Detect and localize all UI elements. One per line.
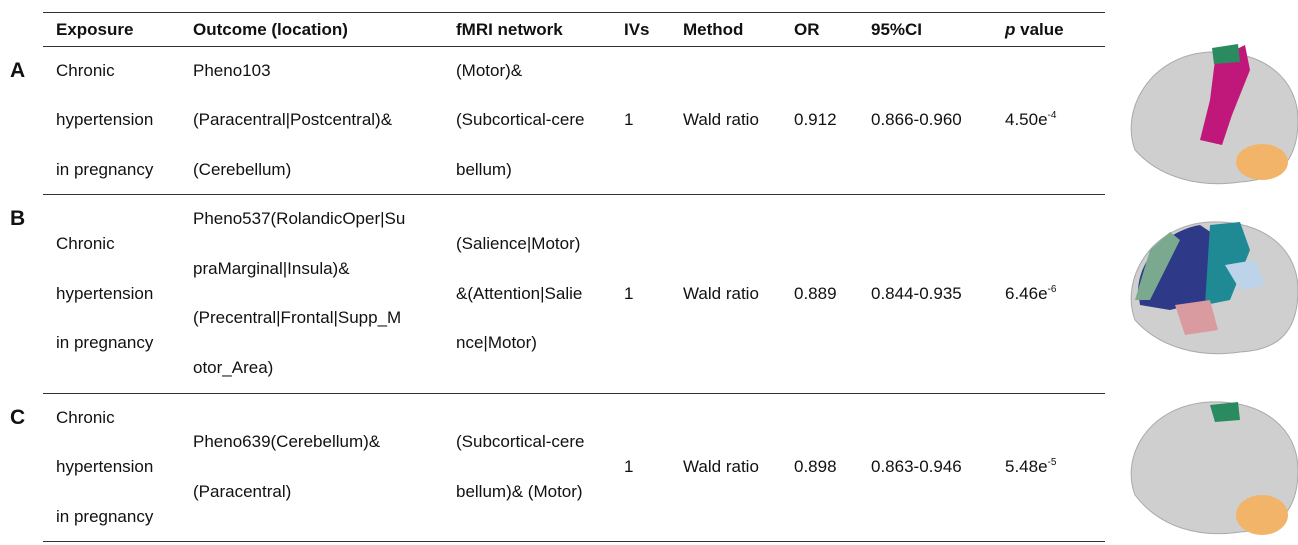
row-rule [43,393,1105,394]
network-line: &(Attention|Salie [456,284,582,304]
column-header: OR [794,20,820,40]
network-line: (Motor)& [456,61,522,81]
exposure-line: hypertension [56,110,153,130]
panel-label: C [10,408,25,428]
network-line: bellum) [456,160,512,180]
header-rule [43,46,1105,47]
ivs: 1 [624,457,633,477]
ivs: 1 [624,110,633,130]
outcome-line: (Paracentral) [193,482,291,502]
column-header: p value [1005,20,1064,40]
p-symbol: p [1005,20,1015,39]
method: Wald ratio [683,110,759,130]
p-text: value [1020,20,1063,39]
outcome-line: Pheno103 [193,61,271,81]
p-exponent: -6 [1048,284,1057,295]
column-header: 95%CI [871,20,922,40]
network-line: bellum)& (Motor) [456,482,583,502]
outcome-line: otor_Area) [193,358,273,378]
network-line: (Salience|Motor) [456,234,580,254]
outcome-line: (Precentral|Frontal|Supp_M [193,308,401,328]
panel-label: A [10,61,25,81]
ci: 0.866-0.960 [871,110,962,130]
exposure-line: in pregnancy [56,507,153,527]
ci: 0.863-0.946 [871,457,962,477]
or: 0.889 [794,284,837,304]
brain-c [1131,402,1298,535]
panel-label: B [10,209,25,229]
p-value: 5.48e-5 [1005,457,1056,477]
network-line: nce|Motor) [456,333,537,353]
outcome-line: praMarginal|Insula)& [193,259,350,279]
p-value: 4.50e-4 [1005,110,1056,130]
outcome-line: (Paracentral|Postcentral)& [193,110,392,130]
method: Wald ratio [683,284,759,304]
column-header: fMRI network [456,20,563,40]
p-mantissa: 5.48e [1005,457,1048,476]
brain-a [1131,44,1298,184]
p-value: 6.46e-6 [1005,284,1056,304]
p-exponent: -4 [1048,110,1057,121]
figure: Exposure Outcome (location) fMRI network IV… [0,0,1298,545]
column-header: Exposure [56,20,133,40]
exposure-line: Chronic [56,234,115,254]
ci: 0.844-0.935 [871,284,962,304]
network-line: (Subcortical-cere [456,432,585,452]
or: 0.912 [794,110,837,130]
exposure-line: Chronic [56,61,115,81]
network-line: (Subcortical-cere [456,110,585,130]
column-header: Outcome (location) [193,20,348,40]
exposure-line: Chronic [56,408,115,428]
p-mantissa: 6.46e [1005,284,1048,303]
outcome-line: Pheno537(RolandicOper|Su [193,209,405,229]
method: Wald ratio [683,457,759,477]
outcome-line: Pheno639(Cerebellum)& [193,432,380,452]
brain-b [1131,222,1298,354]
outcome-line: (Cerebellum) [193,160,291,180]
column-header: Method [683,20,743,40]
ivs: 1 [624,284,633,304]
top-rule [43,12,1105,13]
row-rule [43,194,1105,195]
exposure-line: in pregnancy [56,333,153,353]
bottom-rule [43,541,1105,542]
or: 0.898 [794,457,837,477]
exposure-line: hypertension [56,457,153,477]
p-exponent: -5 [1048,457,1057,468]
exposure-line: hypertension [56,284,153,304]
p-mantissa: 4.50e [1005,110,1048,129]
exposure-line: in pregnancy [56,160,153,180]
column-header: IVs [624,20,650,40]
